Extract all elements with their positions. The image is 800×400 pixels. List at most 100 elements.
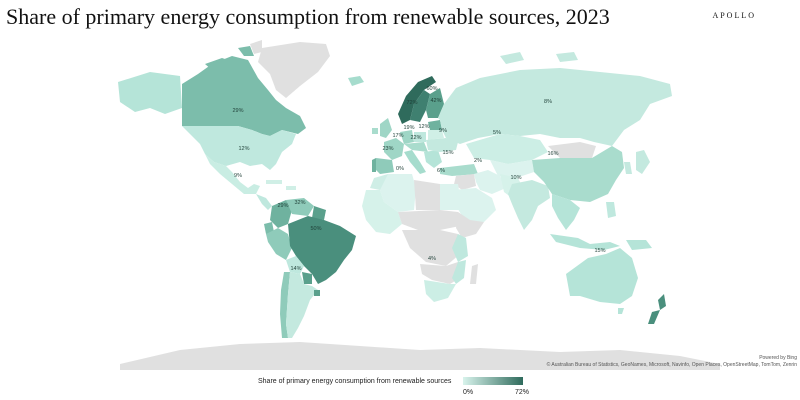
label-poland: 12% [418,124,429,130]
label-south-africa: 4% [428,256,436,262]
label-canada: 29% [232,108,243,114]
legend-gradient-bar [463,377,523,385]
map-canvas[interactable]: 29% 12% 9% 29% 32% 50% 14% 72% 60% 42% 2… [0,34,800,370]
label-spain: 23% [382,146,393,152]
label-australia: 15% [594,248,605,254]
region-central-africa[interactable] [402,230,460,266]
region-kazakhstan[interactable] [466,134,548,164]
label-india: 10% [510,175,521,181]
region-libya[interactable] [414,180,440,210]
region-russia[interactable] [438,68,672,146]
region-germany[interactable] [400,130,414,144]
region-indonesia[interactable] [550,234,620,250]
legend-max-label: 72% [515,389,530,396]
label-egypt: 6% [437,168,445,174]
region-finland[interactable] [426,88,444,118]
region-philippines[interactable] [606,202,616,218]
region-sahel[interactable] [398,210,460,230]
region-central-america[interactable] [256,194,272,210]
region-kenya-tanzania[interactable] [452,234,468,262]
region-argentina[interactable] [286,272,318,338]
region-uk[interactable] [380,118,392,138]
region-uruguay[interactable] [314,290,320,296]
region-colombia[interactable] [270,200,292,228]
region-paraguay[interactable] [302,272,312,284]
region-madagascar[interactable] [470,264,478,284]
region-india[interactable] [508,180,550,230]
region-turkey[interactable] [440,164,478,176]
label-sweden: 60% [426,86,437,92]
page-title: Share of primary energy consumption from… [6,4,610,29]
region-china[interactable] [532,146,624,202]
label-germany: 19% [403,125,414,131]
region-belarus[interactable] [428,130,444,140]
label-venezuela: 32% [294,200,305,206]
region-southern-africa[interactable] [420,262,460,284]
region-iran[interactable] [474,170,506,194]
region-sweden[interactable] [410,90,430,122]
label-ukraine: 9% [439,128,447,134]
label-usa: 12% [238,146,249,152]
label-france: 17% [392,133,403,139]
attribution-text: © Australian Bureau of Statistics, GeoNa… [546,362,797,368]
region-greenland[interactable] [258,42,330,98]
label-mexico: 9% [234,173,242,179]
region-italy[interactable] [404,150,426,174]
region-australia[interactable] [566,248,638,304]
region-chile[interactable] [280,272,290,338]
label-colombia: 29% [277,203,288,209]
region-ecuador[interactable] [264,222,274,234]
region-central-europe[interactable] [404,142,428,152]
region-iceland[interactable] [348,76,364,86]
label-brazil: 50% [310,226,321,232]
region-mexico[interactable] [205,154,260,194]
region-peru[interactable] [266,228,292,260]
region-southeast-asia[interactable] [552,194,580,230]
region-mongolia[interactable] [548,142,596,158]
region-portugal[interactable] [372,158,376,172]
region-iraq-syria[interactable] [454,174,476,190]
region-horn-africa[interactable] [456,212,484,238]
label-turkey: 15% [442,150,453,156]
region-france[interactable] [384,138,404,160]
label-china: 16% [547,151,558,157]
region-brazil[interactable] [288,216,356,284]
region-balkans[interactable] [424,150,442,168]
region-south-africa[interactable] [424,280,456,302]
label-iran: 2% [474,158,482,164]
region-antarctica[interactable] [120,342,720,370]
region-new-zealand[interactable] [648,294,666,324]
region-canada-arctic[interactable] [205,46,254,70]
label-finland: 42% [430,98,441,104]
region-new-guinea[interactable] [626,240,652,250]
region-usa[interactable] [182,126,296,170]
region-arabia[interactable] [452,188,496,222]
region-egypt[interactable] [440,184,462,210]
region-algeria[interactable] [380,174,416,212]
region-bolivia[interactable] [286,256,304,274]
region-west-africa[interactable] [362,190,402,234]
region-central-asia[interactable] [490,160,534,178]
region-alaska[interactable] [118,72,182,114]
region-ireland[interactable] [372,128,378,134]
region-arctic-islands[interactable] [250,40,262,54]
legend-min-label: 0% [463,389,474,396]
region-baltics[interactable] [428,120,442,130]
region-poland[interactable] [414,132,426,142]
label-norway: 72% [406,100,417,106]
label-algeria: 0% [396,166,404,172]
region-tasmania[interactable] [618,308,624,314]
region-canada[interactable] [182,56,306,136]
region-spain[interactable] [374,158,394,174]
choropleth-map[interactable]: 29% 12% 9% 29% 32% 50% 14% 72% 60% 42% 2… [0,34,800,370]
region-russia-islands[interactable] [500,52,578,64]
region-caribbean[interactable] [266,180,296,190]
region-norway[interactable] [398,76,436,124]
powered-by-text: Powered by Bing [759,355,797,361]
color-legend: Share of primary energy consumption from… [258,375,538,399]
region-guianas[interactable] [312,206,326,220]
region-ukraine[interactable] [426,138,458,152]
region-venezuela[interactable] [286,198,314,216]
region-korea-japan[interactable] [624,150,650,174]
region-mozambique[interactable] [452,260,466,284]
